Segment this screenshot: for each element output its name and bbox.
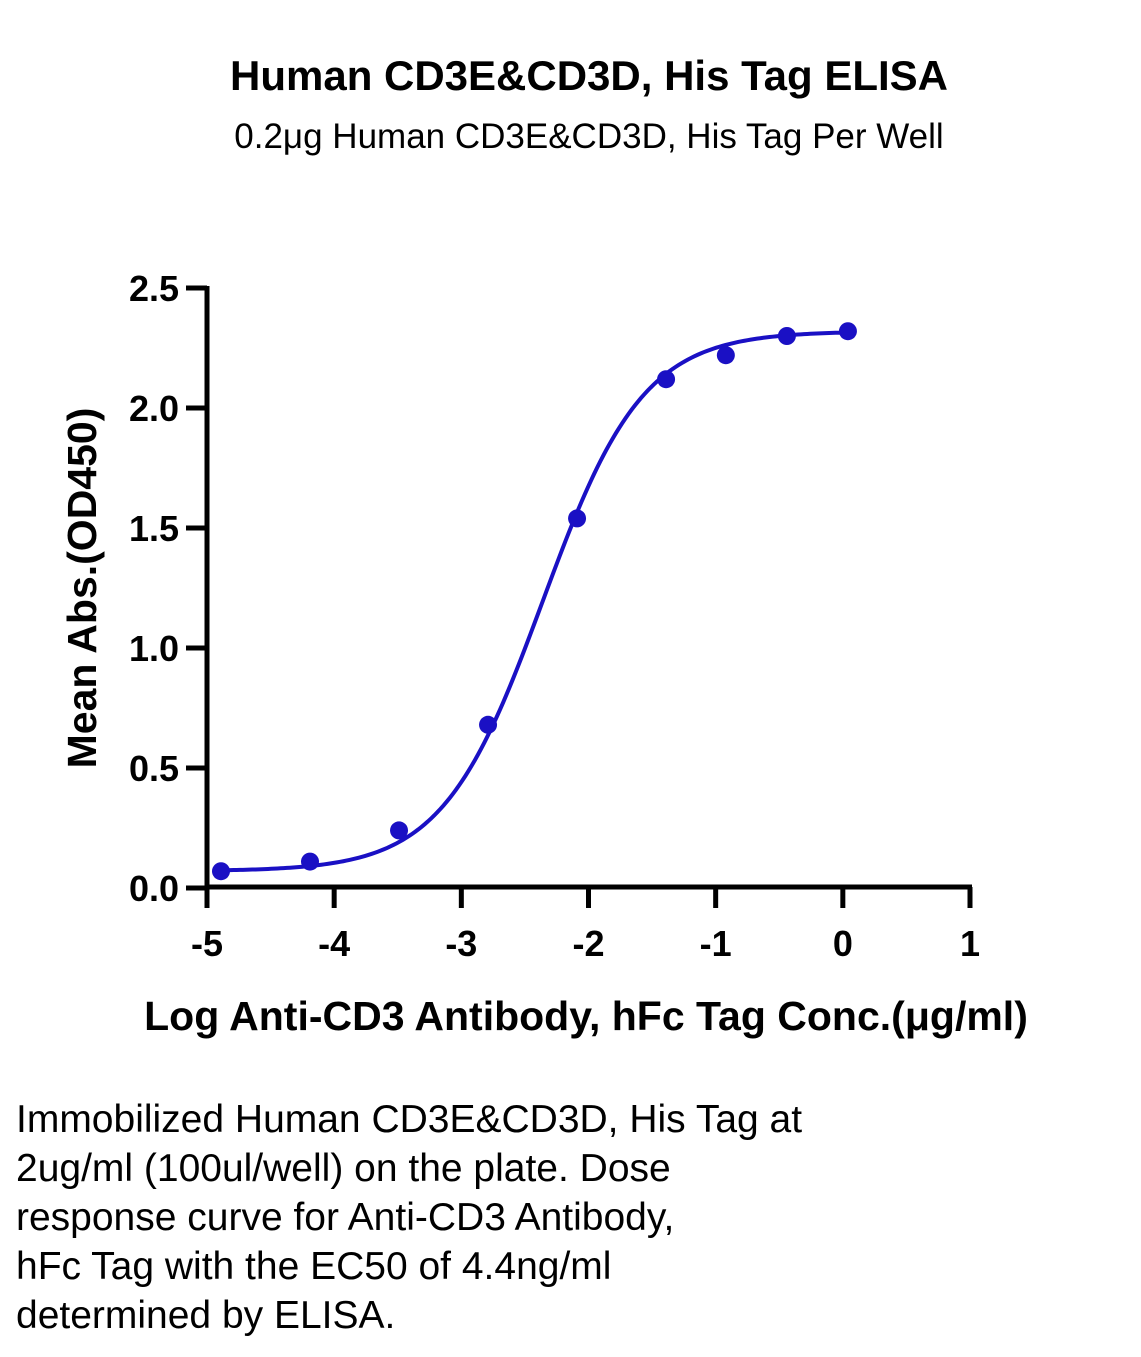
x-tick-label: -1 [700,923,732,964]
data-point [716,346,735,365]
caption: Immobilized Human CD3E&CD3D, His Tag at … [16,1095,1116,1340]
caption-line: determined by ELISA. [16,1294,396,1337]
caption-line: 2ug/ml (100ul/well) on the plate. Dose [16,1147,671,1190]
chart-subtitle: 0.2μg Human CD3E&CD3D, His Tag Per Well [234,117,944,156]
caption-line: hFc Tag with the EC50 of 4.4ng/ml [16,1245,612,1288]
data-point [657,370,676,389]
chart-title: Human CD3E&CD3D, His Tag ELISA [230,52,948,99]
y-axis-ticks: 0.0 0.5 1.0 1.5 2.0 2.5 [129,268,207,909]
y-tick-label: 0.5 [129,748,179,789]
data-point [568,509,587,528]
y-tick-label: 0.0 [129,868,179,909]
y-tick-label: 2.0 [129,388,179,429]
y-tick-label: 1.0 [129,628,179,669]
x-tick-label: -4 [318,923,350,964]
data-point [777,327,796,345]
x-axis-ticks: -5 -4 -3 -2 -1 0 1 [191,887,980,964]
y-axis-label: Mean Abs.(OD450) [59,408,105,769]
x-axis-label: Log Anti-CD3 Antibody, hFc Tag Conc.(μg/… [144,993,1028,1039]
fit-curve [220,330,848,873]
x-tick-label: -2 [572,923,604,964]
data-point [838,322,857,341]
x-tick-label: 1 [960,923,980,964]
x-tick-label: 0 [833,923,853,964]
caption-line: Immobilized Human CD3E&CD3D, His Tag at [16,1098,803,1141]
data-point [479,715,498,734]
x-tick-label: -3 [445,923,477,964]
data-point [390,821,409,840]
data-point [301,852,320,871]
caption-line: response curve for Anti-CD3 Antibody, [16,1196,675,1239]
y-tick-label: 2.5 [129,268,179,309]
data-point [211,862,230,881]
y-tick-label: 1.5 [129,508,179,549]
data-points [211,322,857,881]
x-tick-label: -5 [191,923,223,964]
